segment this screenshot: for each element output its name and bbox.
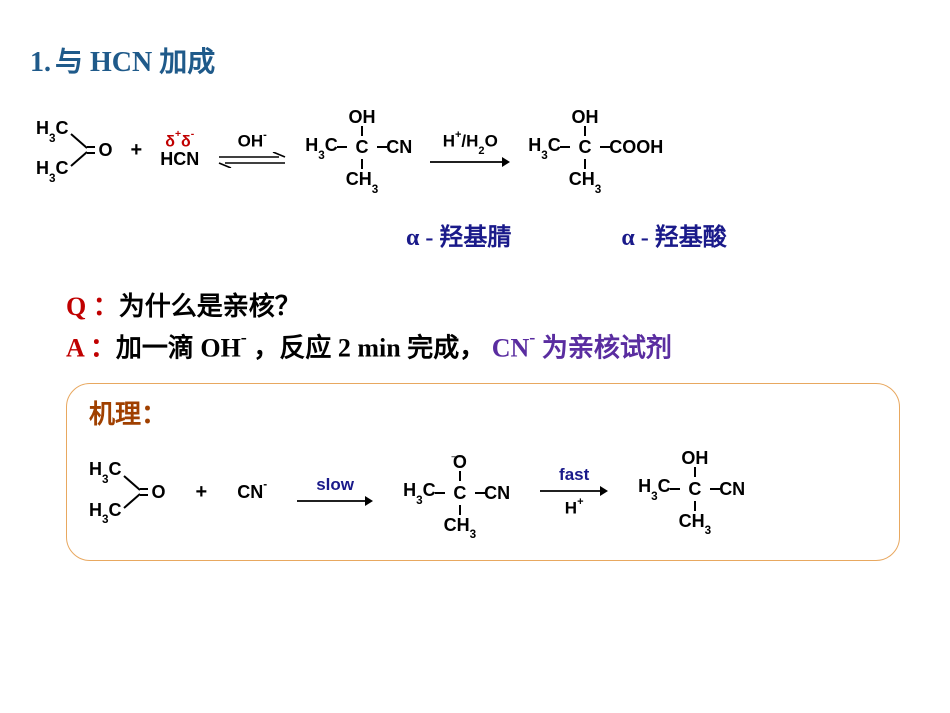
- bond-icon: [361, 159, 363, 169]
- acetone-ch3-top: H3C: [36, 119, 69, 141]
- bond-icon: [337, 146, 347, 148]
- cyano-oh: OH: [348, 108, 375, 126]
- arrow-icon: [430, 156, 510, 168]
- a-tail: 为亲核试剂: [535, 334, 672, 363]
- fast-label: fast: [559, 466, 589, 483]
- bond-icon: [459, 505, 461, 515]
- mechanism-reaction: H3C O H3C + CN- slow _ O H3C C CN: [89, 445, 877, 538]
- bond-icon: [435, 492, 445, 494]
- hydroxyacid-structure: OH H3C C COOH CH3: [528, 108, 663, 193]
- bond-icon: [694, 501, 696, 511]
- mprod-cn: CN: [719, 480, 745, 498]
- bond-icon: [694, 467, 696, 477]
- hcn-formula: HCN: [160, 150, 199, 168]
- alk-ch3: CH3: [444, 516, 477, 538]
- acid-cooh: COOH: [609, 138, 663, 156]
- acid-ch3: CH3: [569, 170, 602, 192]
- acid-left: H3C: [528, 136, 561, 158]
- arrow2-label: H+/H2O: [443, 132, 498, 154]
- mech-acetone: H3C O H3C: [89, 460, 166, 523]
- q-prefix: Q ：: [66, 292, 119, 321]
- bond-icon: [584, 159, 586, 169]
- cyano-ch3: CH3: [346, 170, 379, 192]
- mech-plus: +: [196, 482, 208, 502]
- arrow-icon: [297, 495, 373, 507]
- mprod-c: C: [688, 480, 701, 498]
- mprod-oh: OH: [681, 449, 708, 467]
- title-hcn: HCN: [90, 47, 152, 78]
- acetone-ch3-bot: H3C: [36, 159, 69, 181]
- a-prefix: A ：: [66, 334, 116, 363]
- acid-oh: OH: [572, 108, 599, 126]
- alk-o: O: [453, 453, 467, 471]
- a-text2: ，反应 2 min 完成，: [247, 334, 492, 363]
- mechanism-box: 机理： H3C O H3C + CN- slow _ O H3C C: [66, 383, 900, 561]
- alkoxide-intermediate: _ O H3C C CN CH3: [403, 445, 510, 538]
- alk-cn: CN: [484, 484, 510, 502]
- plus-sign: +: [131, 140, 143, 160]
- alk-c: C: [453, 484, 466, 502]
- section-title: 1. 与 HCN 加成: [30, 40, 920, 80]
- answer-line: A ：加一滴 OH- ，反应 2 min 完成， CN- 为亲核试剂: [66, 327, 920, 369]
- slow-label: slow: [316, 476, 354, 493]
- cyano-c: C: [355, 138, 368, 156]
- equilibrium-arrow-icon: [217, 152, 287, 168]
- hplus-label: H+: [565, 499, 584, 517]
- acid-c: C: [579, 138, 592, 156]
- label-hydroxyacid: α - 羟基酸: [621, 217, 726, 252]
- acetone-structure: H3C O H3C: [36, 119, 113, 182]
- arrow1-label: OH-: [238, 132, 267, 150]
- title-post: 加成: [152, 47, 215, 78]
- mech-ch3-top: H3C: [89, 460, 122, 482]
- cyanohydrin-structure: OH H3C C CN CH3: [305, 108, 412, 193]
- acetone-o: O: [95, 141, 113, 159]
- delta-charges: δ+δ-: [160, 133, 199, 150]
- a-text1: 加一滴 OH: [116, 334, 241, 363]
- title-pre: 与: [55, 47, 90, 78]
- arrow-icon: [540, 485, 608, 497]
- mechanism-title: 机理：: [89, 394, 877, 431]
- hydrolysis-arrow: H+/H2O: [430, 132, 510, 168]
- bond-icon: [584, 126, 586, 136]
- title-num: 1.: [30, 47, 51, 79]
- hcn-reagent: δ+δ- HCN: [160, 133, 199, 168]
- a-cn: CN: [492, 334, 530, 363]
- mprod-left: H3C: [638, 477, 671, 499]
- bond-icon: [670, 488, 680, 490]
- cyano-cn: CN: [386, 138, 412, 156]
- label-cyanohydrin: α - 羟基腈: [406, 217, 511, 252]
- cyanide-ion: CN-: [237, 482, 267, 501]
- bond-icon: [361, 126, 363, 136]
- mech-ch3-bot: H3C: [89, 501, 122, 523]
- fast-arrow: fast H+: [540, 466, 608, 517]
- bond-icon: [459, 471, 461, 481]
- mech-doublebond-icon: [122, 470, 148, 514]
- acetone-doublebond-icon: [69, 128, 95, 172]
- q-text: 为什么是亲核？: [119, 292, 301, 321]
- alk-left: H3C: [403, 481, 436, 503]
- slow-arrow: slow: [297, 476, 373, 507]
- mech-product: OH H3C C CN CH3: [638, 449, 745, 534]
- reaction-1: H3C O H3C + δ+δ- HCN OH- OH H3C C CN CH3: [36, 108, 920, 193]
- question-line: Q ：为什么是亲核？: [66, 286, 920, 328]
- product-labels: α - 羟基腈 α - 羟基酸: [406, 217, 920, 252]
- mprod-ch3: CH3: [679, 512, 712, 534]
- qa-block: Q ：为什么是亲核？ A ：加一滴 OH- ，反应 2 min 完成， CN- …: [66, 286, 920, 370]
- equilibrium-arrow: OH-: [217, 132, 287, 168]
- bond-icon: [560, 146, 570, 148]
- mech-o: O: [148, 483, 166, 501]
- cyano-left: H3C: [305, 136, 338, 158]
